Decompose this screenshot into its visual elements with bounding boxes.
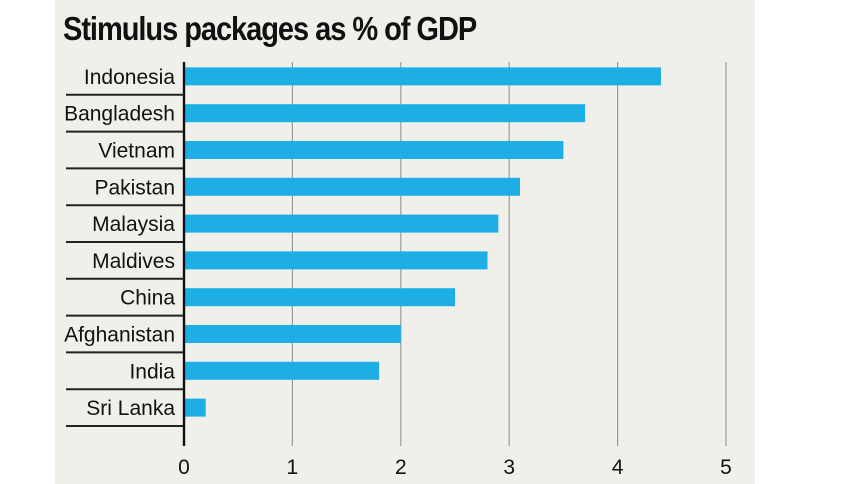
bar-afghanistan bbox=[184, 325, 401, 343]
bar-maldives bbox=[184, 251, 488, 270]
category-label: Bangladesh bbox=[64, 103, 175, 126]
category-label: Indonesia bbox=[84, 66, 175, 89]
bar-malaysia bbox=[184, 214, 499, 233]
bar-china bbox=[184, 288, 455, 307]
bar-pakistan bbox=[184, 177, 521, 196]
bar-indonesia bbox=[184, 67, 661, 86]
bar-vietnam bbox=[184, 141, 564, 159]
x-tick-label: 2 bbox=[395, 456, 407, 479]
category-label: Maldives bbox=[92, 250, 175, 273]
bar-india bbox=[184, 361, 380, 380]
category-label: China bbox=[120, 287, 175, 310]
x-tick-label: 5 bbox=[720, 456, 732, 479]
row-separators bbox=[66, 93, 184, 427]
category-label: India bbox=[129, 360, 175, 383]
x-axis-ticks: 0 1 2 3 4 5 bbox=[178, 456, 732, 479]
category-label: Afghanistan bbox=[64, 324, 175, 347]
bar-sri-lanka bbox=[184, 398, 206, 417]
category-label: Vietnam bbox=[98, 140, 175, 163]
category-labels: Indonesia Bangladesh Vietnam Pakistan Malays… bbox=[64, 66, 175, 420]
x-tick-label: 0 bbox=[178, 456, 190, 479]
x-tick-label: 3 bbox=[503, 456, 515, 479]
category-label: Malaysia bbox=[92, 213, 175, 236]
bar-bangladesh bbox=[184, 104, 586, 123]
bars bbox=[184, 67, 661, 417]
category-label: Sri Lanka bbox=[86, 397, 175, 420]
x-tick-label: 4 bbox=[612, 456, 624, 479]
category-label: Pakistan bbox=[94, 176, 175, 199]
x-tick-label: 1 bbox=[287, 456, 299, 479]
chart-title: Stimulus packages as % of GDP bbox=[63, 10, 477, 47]
